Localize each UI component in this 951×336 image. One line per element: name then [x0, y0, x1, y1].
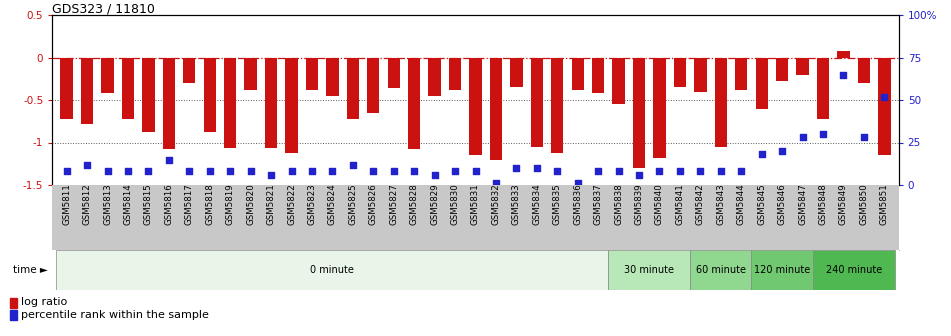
- Point: [162, 157, 177, 162]
- Bar: [612, 57, 625, 104]
- Text: 240 minute: 240 minute: [825, 265, 882, 275]
- Point: [284, 169, 300, 174]
- Point: [856, 135, 871, 140]
- Bar: [265, 57, 277, 149]
- Point: [836, 72, 851, 77]
- Bar: [592, 57, 604, 93]
- Bar: [61, 57, 72, 119]
- Point: [754, 152, 769, 157]
- Point: [345, 162, 360, 167]
- Bar: [102, 57, 113, 93]
- Bar: [143, 57, 154, 132]
- Bar: [531, 57, 543, 147]
- Point: [366, 169, 381, 174]
- Point: [243, 169, 259, 174]
- Point: [427, 172, 442, 177]
- Point: [407, 169, 422, 174]
- Point: [59, 169, 74, 174]
- Point: [529, 165, 544, 171]
- Point: [223, 169, 238, 174]
- Bar: [449, 57, 461, 90]
- Point: [672, 169, 688, 174]
- Point: [141, 169, 156, 174]
- Bar: [285, 57, 298, 153]
- Point: [550, 169, 565, 174]
- Text: log ratio: log ratio: [21, 297, 68, 307]
- Bar: [163, 57, 175, 149]
- Point: [509, 165, 524, 171]
- Bar: [552, 57, 563, 153]
- Point: [795, 135, 810, 140]
- Bar: [751, 250, 813, 290]
- Bar: [388, 57, 399, 88]
- Point: [203, 169, 218, 174]
- Point: [386, 169, 401, 174]
- Bar: [429, 57, 440, 96]
- Bar: [56, 250, 609, 290]
- Bar: [10, 310, 17, 320]
- Bar: [858, 57, 870, 83]
- Bar: [690, 250, 751, 290]
- Point: [570, 181, 585, 186]
- Bar: [797, 57, 808, 75]
- Point: [713, 169, 728, 174]
- Point: [304, 169, 320, 174]
- Bar: [572, 57, 584, 90]
- Bar: [511, 57, 522, 87]
- Bar: [81, 57, 93, 124]
- Bar: [609, 250, 690, 290]
- Bar: [735, 57, 747, 90]
- Point: [263, 172, 279, 177]
- Bar: [408, 57, 420, 149]
- Point: [651, 169, 667, 174]
- Bar: [10, 298, 17, 308]
- Point: [611, 169, 626, 174]
- Bar: [813, 250, 895, 290]
- Bar: [306, 57, 318, 90]
- Bar: [674, 57, 686, 87]
- Bar: [122, 57, 134, 119]
- Point: [448, 169, 463, 174]
- Bar: [653, 57, 666, 158]
- Point: [182, 169, 197, 174]
- Text: 60 minute: 60 minute: [696, 265, 746, 275]
- Bar: [470, 57, 481, 155]
- Bar: [879, 57, 890, 155]
- Bar: [244, 57, 257, 90]
- Bar: [817, 57, 829, 119]
- Point: [325, 169, 340, 174]
- Bar: [838, 51, 849, 57]
- Text: time ►: time ►: [12, 265, 48, 275]
- Bar: [224, 57, 236, 149]
- Bar: [184, 57, 195, 83]
- Bar: [776, 57, 788, 81]
- Bar: [715, 57, 727, 147]
- Point: [877, 94, 892, 99]
- Point: [815, 131, 830, 137]
- Bar: [633, 57, 645, 168]
- Point: [631, 172, 647, 177]
- Point: [80, 162, 95, 167]
- Bar: [756, 57, 767, 109]
- Point: [733, 169, 748, 174]
- Point: [121, 169, 136, 174]
- Point: [591, 169, 606, 174]
- Bar: [367, 57, 379, 113]
- Bar: [694, 57, 707, 91]
- Text: 0 minute: 0 minute: [310, 265, 355, 275]
- Text: percentile rank within the sample: percentile rank within the sample: [21, 310, 209, 320]
- Text: GDS323 / 11810: GDS323 / 11810: [52, 2, 155, 15]
- Bar: [490, 57, 502, 160]
- Bar: [326, 57, 339, 96]
- Bar: [204, 57, 216, 132]
- Point: [692, 169, 708, 174]
- Bar: [347, 57, 359, 119]
- Text: 120 minute: 120 minute: [754, 265, 810, 275]
- Text: 30 minute: 30 minute: [624, 265, 674, 275]
- Point: [488, 181, 503, 186]
- Point: [100, 169, 115, 174]
- Point: [774, 148, 789, 154]
- Point: [468, 169, 483, 174]
